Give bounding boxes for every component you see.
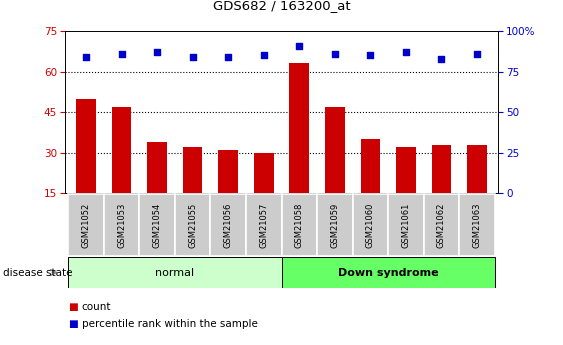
Bar <box>467 145 486 193</box>
Point <box>82 54 91 60</box>
Point <box>401 49 410 55</box>
Text: GSM21054: GSM21054 <box>153 203 162 248</box>
Point <box>188 54 197 60</box>
FancyBboxPatch shape <box>140 195 175 256</box>
Text: GSM21058: GSM21058 <box>295 203 304 248</box>
Bar <box>183 147 203 193</box>
Bar <box>148 142 167 193</box>
FancyBboxPatch shape <box>68 195 104 256</box>
Bar <box>289 63 309 193</box>
FancyBboxPatch shape <box>423 195 459 256</box>
Bar <box>254 152 274 193</box>
FancyBboxPatch shape <box>282 257 495 288</box>
FancyBboxPatch shape <box>459 195 495 256</box>
Text: GSM21053: GSM21053 <box>117 203 126 248</box>
FancyBboxPatch shape <box>352 195 388 256</box>
Bar <box>432 145 451 193</box>
Bar <box>325 107 345 193</box>
FancyBboxPatch shape <box>211 195 246 256</box>
Text: GSM21062: GSM21062 <box>437 203 446 248</box>
Point <box>153 49 162 55</box>
Text: GSM21052: GSM21052 <box>82 203 91 248</box>
Bar <box>396 147 415 193</box>
Point <box>117 51 126 57</box>
Point <box>330 51 339 57</box>
Point <box>366 52 375 58</box>
Text: count: count <box>82 302 111 312</box>
FancyBboxPatch shape <box>246 195 282 256</box>
Bar <box>360 139 380 193</box>
Text: disease state: disease state <box>3 268 72 277</box>
Text: GSM21059: GSM21059 <box>330 203 339 248</box>
Bar <box>218 150 238 193</box>
FancyBboxPatch shape <box>68 257 282 288</box>
Text: Down syndrome: Down syndrome <box>338 268 439 277</box>
Bar <box>77 99 96 193</box>
Point <box>295 43 304 48</box>
Point <box>259 52 268 58</box>
Text: GSM21057: GSM21057 <box>259 203 268 248</box>
FancyBboxPatch shape <box>282 195 317 256</box>
Text: GDS682 / 163200_at: GDS682 / 163200_at <box>213 0 350 12</box>
Text: GSM21056: GSM21056 <box>224 203 233 248</box>
Text: GSM21055: GSM21055 <box>188 203 197 248</box>
Bar <box>112 107 131 193</box>
Text: ■: ■ <box>68 302 77 312</box>
Point <box>472 51 481 57</box>
FancyBboxPatch shape <box>317 195 352 256</box>
Point <box>437 56 446 61</box>
Point <box>224 54 233 60</box>
FancyBboxPatch shape <box>388 195 423 256</box>
FancyBboxPatch shape <box>175 195 211 256</box>
Text: GSM21063: GSM21063 <box>472 203 481 248</box>
FancyBboxPatch shape <box>104 195 140 256</box>
Text: percentile rank within the sample: percentile rank within the sample <box>82 319 257 329</box>
Text: normal: normal <box>155 268 194 277</box>
Text: ■: ■ <box>68 319 77 329</box>
Text: GSM21060: GSM21060 <box>366 203 375 248</box>
Text: GSM21061: GSM21061 <box>401 203 410 248</box>
